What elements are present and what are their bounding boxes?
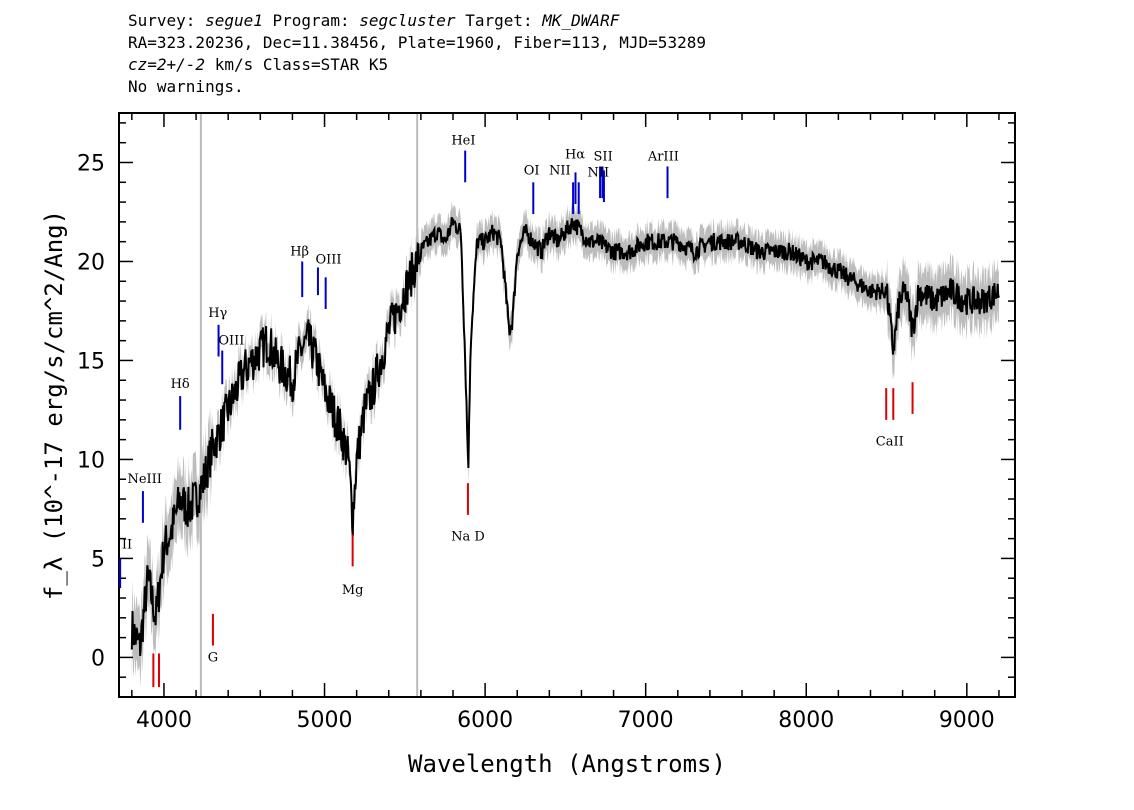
y-tick-label: 20 — [77, 250, 105, 275]
x-tick-label: 7000 — [618, 708, 674, 733]
emission-line-label: OIII — [218, 334, 244, 349]
header-line-survey: Survey: segue1 Program: segcluster Targe… — [128, 10, 706, 32]
survey-value: segue1 — [205, 11, 263, 30]
x-tick-label: 6000 — [457, 708, 513, 733]
emission-line-label: OIII — [316, 252, 342, 267]
header-line-coords: RA=323.20236, Dec=11.38456, Plate=1960, … — [128, 33, 706, 52]
survey-label: Survey: — [128, 11, 196, 30]
x-tick-label: 4000 — [136, 708, 192, 733]
class-value: km/s Class=STAR K5 — [214, 55, 389, 74]
y-tick-label: 0 — [91, 646, 105, 671]
redshift-value: cz=2+/-2 — [128, 55, 206, 74]
emission-line-label: Hβ — [290, 245, 309, 260]
absorption-line-label: Mg — [342, 583, 364, 598]
emission-line-label: HeI — [451, 134, 475, 149]
target-value: MK_DWARF — [542, 11, 620, 30]
emission-line-label: NII — [587, 165, 609, 180]
x-axis-title: Wavelength (Angstroms) — [408, 750, 726, 778]
emission-line-label: ArIII — [647, 150, 679, 165]
y-tick-label: 5 — [91, 547, 105, 572]
y-tick-label: 15 — [77, 349, 105, 374]
target-label: Target: — [465, 11, 533, 30]
absorption-line-label: G — [208, 650, 218, 665]
header-line-redshift: cz=2+/-2 km/s Class=STAR K5 — [128, 54, 706, 76]
absorption-line-label: Na D — [451, 530, 485, 545]
y-tick-label: 25 — [77, 151, 105, 176]
program-value: segcluster — [359, 11, 456, 30]
emission-line-label: Hα — [565, 148, 585, 163]
emission-line-label: II — [122, 538, 132, 553]
header-line-warnings: No warnings. — [128, 77, 244, 96]
spectrum-header: Survey: segue1 Program: segcluster Targe… — [128, 10, 706, 98]
emission-line-label: Hδ — [171, 377, 190, 392]
absorption-line-label: CaII — [876, 435, 904, 450]
x-tick-label: 5000 — [297, 708, 353, 733]
emission-line-label: OI — [524, 163, 540, 178]
y-tick-label: 10 — [77, 448, 105, 473]
spectrum-line — [130, 217, 1000, 657]
plot-frame — [118, 112, 1016, 698]
emission-line-label: NeIII — [127, 472, 161, 487]
emission-line-label: SII — [594, 150, 613, 165]
x-tick-label: 9000 — [939, 708, 995, 733]
emission-line-label: Hγ — [208, 306, 227, 321]
error-band — [131, 201, 999, 688]
x-tick-label: 8000 — [778, 708, 834, 733]
y-axis-title: f_λ (10^-17 erg/s/cm^2/Ang) — [40, 210, 68, 600]
emission-line-label: NII — [549, 163, 571, 178]
program-label: Program: — [272, 11, 350, 30]
